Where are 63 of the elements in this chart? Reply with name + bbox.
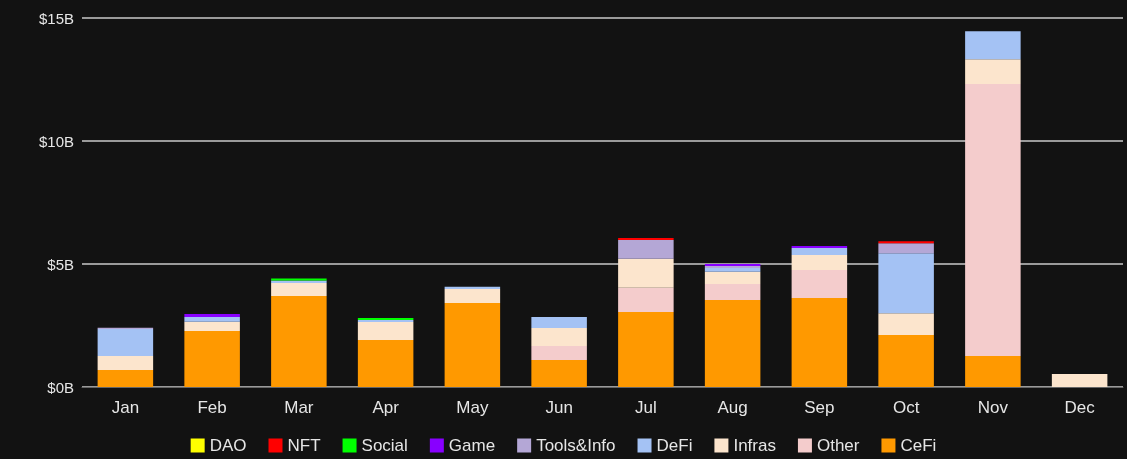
- bar: [357, 322, 414, 341]
- bar: [97, 356, 154, 371]
- bar: [531, 359, 587, 387]
- y-tick-label: $15B: [38, 9, 74, 27]
- bar: [965, 31, 1021, 60]
- bar: [878, 243, 934, 254]
- legend-label: NFT: [287, 436, 321, 455]
- bar: [531, 327, 587, 346]
- bar: [444, 303, 501, 387]
- bar: [791, 254, 848, 270]
- bar: [444, 289, 501, 304]
- bar: [184, 321, 240, 331]
- bar: [704, 267, 761, 272]
- bar: [531, 316, 587, 328]
- x-tick-label: Jun: [545, 398, 573, 417]
- legend-label: DAO: [209, 436, 247, 455]
- legend-label: Infras: [733, 436, 776, 455]
- bar: [878, 335, 934, 387]
- bar: [618, 239, 674, 259]
- bar: [965, 83, 1021, 356]
- bar: [97, 370, 154, 387]
- bar: [357, 340, 414, 387]
- x-tick-label: Oct: [892, 398, 920, 417]
- legend-label: Tools&Info: [536, 436, 616, 455]
- bar: [531, 345, 587, 360]
- bar: [618, 258, 674, 288]
- x-tick-label: Aug: [717, 398, 748, 417]
- bar: [271, 295, 327, 387]
- legend-label: Game: [448, 436, 496, 455]
- x-tick-label: May: [456, 398, 489, 417]
- y-tick-label: $10B: [38, 132, 74, 150]
- bar: [184, 316, 240, 322]
- legend-label: Social: [361, 436, 408, 455]
- x-tick-label: Apr: [372, 398, 400, 417]
- bar: [704, 299, 761, 387]
- bar: [878, 253, 934, 314]
- bar: [184, 330, 240, 387]
- bar: [184, 313, 240, 317]
- bar: [791, 269, 848, 298]
- bar: [1051, 373, 1108, 387]
- bar: [878, 313, 934, 336]
- y-tick-label: $5B: [47, 255, 74, 273]
- bar: [271, 282, 327, 296]
- x-tick-label: Jan: [111, 398, 140, 417]
- bar: [704, 271, 761, 284]
- bar: [965, 59, 1021, 84]
- legend-label: CeFi: [900, 436, 937, 455]
- x-tick-label: Mar: [284, 398, 314, 417]
- x-tick-label: Sep: [804, 398, 835, 417]
- bar: [704, 283, 761, 300]
- legend-label: DeFi: [656, 436, 693, 455]
- bar: [965, 356, 1021, 387]
- bar: [791, 297, 848, 387]
- bar: [618, 287, 674, 312]
- x-tick-label: Nov: [977, 398, 1009, 417]
- bar: [618, 311, 674, 387]
- x-tick-label: Jul: [635, 398, 657, 417]
- bar: [97, 328, 154, 356]
- y-tick-label: $0B: [47, 378, 74, 396]
- x-tick-label: Feb: [197, 398, 227, 417]
- legend-label: Other: [816, 436, 860, 455]
- bar: [791, 248, 848, 255]
- x-tick-label: Dec: [1064, 398, 1096, 417]
